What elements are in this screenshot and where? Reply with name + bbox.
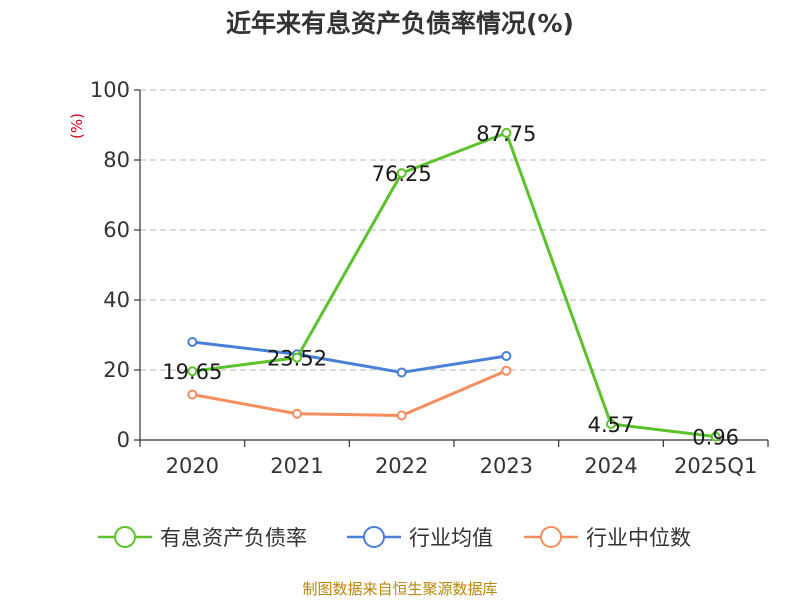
legend-label: 行业均值 <box>409 526 493 550</box>
data-point <box>292 408 302 419</box>
x-tick-label: 2025Q1 <box>674 454 757 478</box>
series-line <box>192 131 716 439</box>
data-point <box>292 352 302 363</box>
y-tick-label: 0 <box>117 428 130 452</box>
series-lines <box>187 127 721 442</box>
data-point <box>187 337 198 347</box>
grid-lines <box>140 89 768 371</box>
data-label: 76.25 <box>372 162 432 186</box>
y-tick-label: 60 <box>103 218 130 242</box>
x-tick-label: 2021 <box>270 454 323 478</box>
data-point <box>396 410 407 421</box>
data-point <box>710 431 721 442</box>
data-point <box>187 389 198 400</box>
data-point <box>501 127 512 138</box>
data-label: 0.96 <box>692 426 739 450</box>
source-note: 制图数据来自恒生聚源数据库 <box>302 580 498 598</box>
axes: 0 20 40 60 80 100 2020 2021 2022 2023 2024 2025Q1 <box>90 78 769 478</box>
chart-title: 近年来有息资产负债率情况(%) <box>226 9 574 38</box>
y-axis-unit: (%) <box>68 113 86 139</box>
y-tick-label: 80 <box>103 148 130 172</box>
x-tick-label: 2022 <box>375 454 428 478</box>
legend: 有息资产负债率 行业均值 行业中位数 <box>98 526 691 550</box>
x-tick-label: 2023 <box>480 454 533 478</box>
data-label: 4.57 <box>588 413 635 437</box>
data-label: 19.65 <box>162 360 222 384</box>
data-point <box>501 351 512 361</box>
data-labels: 19.65 23.52 76.25 87.75 4.57 0.96 <box>162 122 739 450</box>
x-tick-label: 2020 <box>166 454 219 478</box>
data-point <box>606 419 616 430</box>
data-point <box>187 366 198 377</box>
y-tick-label: 100 <box>90 78 130 102</box>
legend-marker <box>114 526 136 548</box>
legend-marker <box>363 526 385 548</box>
data-point <box>501 365 512 376</box>
x-tick-label: 2024 <box>584 454 637 478</box>
data-label: 23.52 <box>267 347 327 371</box>
data-point <box>396 168 407 179</box>
legend-marker <box>540 526 562 548</box>
y-tick-label: 20 <box>103 358 130 382</box>
legend-label: 行业中位数 <box>586 526 691 550</box>
series-line <box>192 369 507 417</box>
y-tick-label: 40 <box>103 288 130 312</box>
legend-label: 有息资产负债率 <box>160 526 307 550</box>
series-line <box>192 340 507 374</box>
data-point <box>396 367 407 378</box>
data-label: 87.75 <box>476 122 536 146</box>
